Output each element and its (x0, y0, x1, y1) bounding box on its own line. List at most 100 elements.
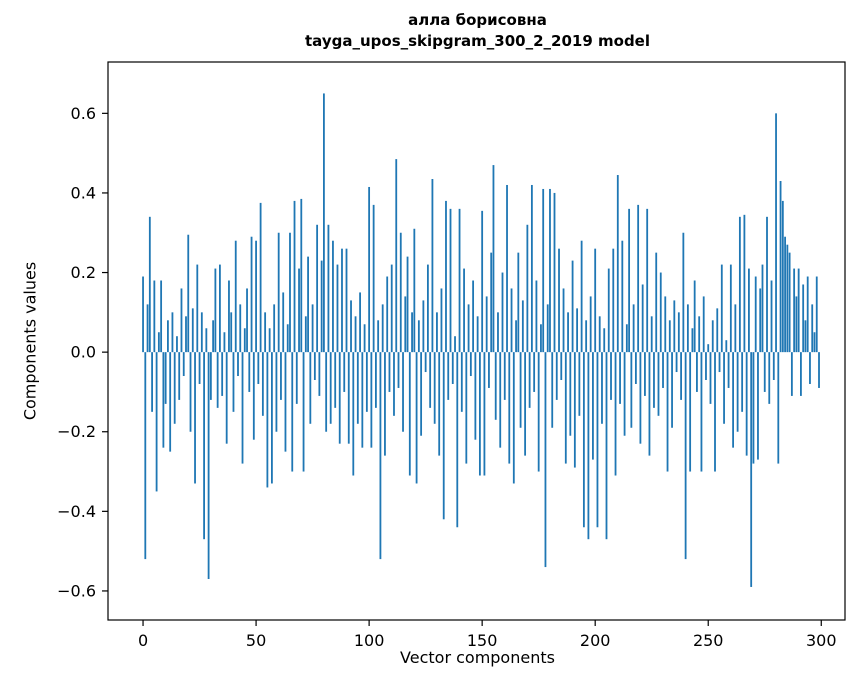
bar (490, 252, 493, 353)
bar (761, 264, 764, 353)
bar (725, 340, 728, 353)
bar (474, 352, 477, 440)
bar (736, 352, 739, 432)
bar (268, 328, 271, 353)
bar (442, 352, 445, 520)
bar (700, 352, 703, 472)
bar (350, 300, 352, 353)
bar (449, 208, 452, 353)
x-tick-label: 0 (138, 631, 148, 650)
bar (377, 320, 380, 353)
bar (815, 276, 818, 353)
bar (311, 304, 314, 353)
bar (300, 198, 303, 353)
bar (573, 352, 576, 468)
bar (284, 352, 287, 452)
bar (757, 352, 759, 460)
bar (250, 236, 253, 353)
bar (185, 316, 187, 353)
bar (397, 352, 400, 388)
bar (524, 352, 527, 456)
bar (327, 224, 330, 353)
bar (395, 159, 398, 353)
bar (164, 352, 167, 404)
bar (711, 320, 714, 353)
bar (607, 268, 610, 353)
bar (282, 292, 285, 353)
bar (420, 352, 423, 436)
bar (540, 324, 542, 353)
bar (623, 352, 626, 436)
bar (639, 352, 642, 444)
bar (702, 296, 705, 353)
bar (596, 352, 599, 528)
bar (813, 332, 816, 353)
bar (603, 328, 606, 353)
bar (178, 352, 181, 400)
bar (354, 316, 357, 353)
x-tick-label: 100 (354, 631, 385, 650)
bar (485, 296, 488, 353)
bar (614, 352, 617, 476)
bar (567, 312, 569, 353)
y-tick-label: −0.6 (57, 581, 96, 600)
bar (558, 248, 560, 353)
bar (454, 336, 456, 353)
bar (447, 352, 450, 400)
bar (535, 280, 538, 353)
chart-title-line1: алла борисовна (408, 11, 547, 29)
bar (770, 280, 773, 353)
bar (806, 276, 809, 353)
bar (365, 352, 368, 412)
bar (582, 352, 585, 528)
bar (316, 224, 319, 353)
bar (594, 248, 597, 353)
bar (488, 352, 490, 388)
bar (203, 352, 205, 540)
bar (781, 200, 784, 353)
y-tick-label: 0.4 (71, 183, 96, 202)
bar (334, 352, 337, 408)
bar (732, 352, 734, 448)
x-tick-label: 50 (246, 631, 266, 650)
bar (228, 280, 230, 353)
bar (675, 352, 678, 373)
bar (187, 234, 190, 353)
bar (766, 216, 768, 353)
bar (779, 181, 782, 353)
bar (644, 352, 646, 396)
bar (745, 352, 748, 456)
bar (648, 352, 651, 456)
bar (153, 280, 156, 353)
bar (320, 260, 323, 353)
bar (517, 252, 520, 353)
bar (797, 268, 800, 353)
bar (411, 312, 413, 353)
bar (142, 276, 144, 353)
bar (750, 352, 753, 587)
bar (429, 352, 432, 408)
bar (200, 312, 203, 353)
bar (372, 204, 375, 353)
bar (271, 352, 273, 484)
bar (379, 352, 382, 560)
bar (207, 352, 210, 579)
bar (741, 352, 744, 412)
bar (698, 316, 701, 353)
bar (763, 352, 766, 392)
bar (589, 296, 592, 353)
bar (406, 256, 409, 353)
bar (734, 304, 737, 353)
y-axis-label: Components values (20, 261, 40, 421)
bar (234, 240, 237, 353)
bar (445, 200, 447, 353)
bar (399, 232, 402, 353)
bar (478, 352, 481, 476)
bar (456, 352, 459, 528)
bar (666, 352, 669, 472)
x-axis-label: Vector components (400, 648, 555, 667)
bar (619, 352, 621, 404)
bar (241, 352, 244, 464)
bar (261, 352, 264, 416)
bar (356, 352, 359, 424)
